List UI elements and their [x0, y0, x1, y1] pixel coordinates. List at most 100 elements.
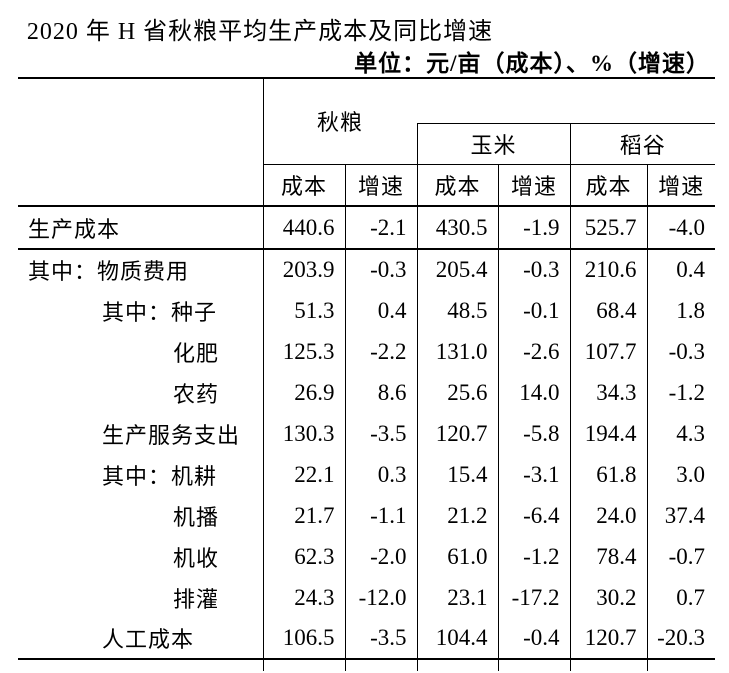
cell-value: -0.3: [646, 331, 716, 372]
cell-value: 62.3: [262, 536, 345, 577]
cell-value: -0.1: [497, 290, 571, 331]
table-row: 机播 21.7 -1.1 21.2 -6.4 24.0 37.4: [18, 495, 716, 536]
cell-value: 107.7: [569, 331, 648, 372]
table-row: 其中：机耕 22.1 0.3 15.4 -3.1 61.8 3.0: [18, 454, 716, 495]
table-title: 2020 年 H 省秋粮平均生产成本及同比增速: [26, 19, 494, 45]
gridline-extension: [416, 659, 499, 671]
cell-value: 23.1: [416, 577, 499, 618]
cell-value: 106.5: [262, 618, 345, 660]
header-rice-cost: 成本: [569, 164, 648, 207]
header-autumn-cost: 成本: [262, 164, 345, 207]
header-rice-growth: 增速: [646, 164, 716, 207]
cell-value: 130.3: [262, 413, 345, 454]
row-label: 其中：种子: [102, 299, 218, 325]
table-row: 农药 26.9 8.6 25.6 14.0 34.3 -1.2: [18, 372, 716, 413]
cell-value: 26.9: [262, 372, 345, 413]
header-row-crops: 玉米 稻谷: [18, 123, 716, 165]
cell-value: -2.2: [344, 331, 418, 372]
cell-value: 24.3: [262, 577, 345, 618]
cell-value: 14.0: [497, 372, 571, 413]
unit-note: 单位：元/亩（成本）、%（增速）: [354, 51, 710, 76]
header-corn: 玉米: [416, 123, 571, 165]
table-row: 其中：物质费用 203.9 -0.3 205.4 -0.3 210.6 0.4: [18, 249, 716, 290]
cell-value: 51.3: [262, 290, 345, 331]
cell-value: -2.1: [344, 206, 418, 250]
cell-value: -12.0: [344, 577, 418, 618]
cell-value: -2.6: [497, 331, 571, 372]
cell-value: 120.7: [416, 413, 499, 454]
cell-value: 0.4: [646, 249, 716, 290]
cell-value: 3.0: [646, 454, 716, 495]
cell-value: 0.7: [646, 577, 716, 618]
header-blank: [417, 77, 716, 124]
cell-value: -1.2: [646, 372, 716, 413]
table-row: 生产成本 440.6 -2.1 430.5 -1.9 525.7 -4.0: [18, 206, 716, 250]
row-label: 其中：机耕: [102, 463, 218, 489]
gridline-extension: [646, 659, 716, 671]
header-corn-cost: 成本: [416, 164, 499, 207]
cell-value: 125.3: [262, 331, 345, 372]
cost-table: 秋粮 玉米 稻谷 成本 增速 成本 增速 成本 增速 生产成本 440.6 -2…: [18, 77, 716, 671]
row-label: 农药: [173, 381, 220, 407]
cell-value: 205.4: [416, 249, 499, 290]
gridline-extension: [262, 659, 345, 671]
cell-value: 48.5: [416, 290, 499, 331]
cell-value: -1.1: [344, 495, 418, 536]
gridline-extension: [497, 659, 571, 671]
header-stub: [18, 77, 263, 207]
cell-value: 210.6: [569, 249, 648, 290]
cell-value: -4.0: [646, 206, 716, 250]
gridline-extension: [569, 659, 648, 671]
cell-value: 68.4: [569, 290, 648, 331]
cell-value: -3.5: [344, 413, 418, 454]
cell-value: -1.2: [497, 536, 571, 577]
cell-value: 30.2: [569, 577, 648, 618]
table-row: 机收 62.3 -2.0 61.0 -1.2 78.4 -0.7: [18, 536, 716, 577]
cell-value: 61.0: [416, 536, 499, 577]
row-label: 其中：物质费用: [28, 259, 190, 284]
cell-value: 21.2: [416, 495, 499, 536]
header-rice: 稻谷: [569, 123, 716, 165]
row-label: 生产服务支出: [102, 422, 241, 448]
row-label: 机播: [173, 504, 220, 530]
cell-value: 525.7: [569, 206, 648, 250]
table-row-cropped: [18, 659, 716, 671]
header-corn-growth: 增速: [497, 164, 571, 207]
cell-value: 203.9: [262, 249, 345, 290]
cell-value: 4.3: [646, 413, 716, 454]
row-label: 机收: [173, 545, 220, 571]
row-label: 化肥: [173, 340, 220, 366]
table-row: 其中：种子 51.3 0.4 48.5 -0.1 68.4 1.8: [18, 290, 716, 331]
header-row-measures: 成本 增速 成本 增速 成本 增速: [18, 164, 716, 207]
cell-value: 61.8: [569, 454, 648, 495]
cell-value: 37.4: [646, 495, 716, 536]
cell-value: 34.3: [569, 372, 648, 413]
cell-value: 0.4: [344, 290, 418, 331]
cell-value: -0.3: [344, 249, 418, 290]
table-row: 化肥 125.3 -2.2 131.0 -2.6 107.7 -0.3: [18, 331, 716, 372]
cell-value: 22.1: [262, 454, 345, 495]
cell-value: 1.8: [646, 290, 716, 331]
header-row-top: 秋粮: [18, 77, 716, 207]
cell-value: 430.5: [416, 206, 499, 250]
cell-value: -3.1: [497, 454, 571, 495]
cell-value: 120.7: [569, 618, 648, 660]
cell-value: 15.4: [416, 454, 499, 495]
cell-value: 194.4: [569, 413, 648, 454]
row-label: 人工成本: [18, 618, 263, 660]
cell-value: 104.4: [416, 618, 499, 660]
cell-value: 131.0: [416, 331, 499, 372]
table-row: 人工成本 106.5 -3.5 104.4 -0.4 120.7 -20.3: [18, 618, 716, 660]
cell-value: 440.6: [262, 206, 345, 250]
cell-value: 0.3: [344, 454, 418, 495]
cell-value: -20.3: [646, 618, 716, 660]
cell-value: 25.6: [416, 372, 499, 413]
cell-value: -2.0: [344, 536, 418, 577]
header-autumn-growth: 增速: [344, 164, 418, 207]
cell-value: 21.7: [262, 495, 345, 536]
table-row: 排灌 24.3 -12.0 23.1 -17.2 30.2 0.7: [18, 577, 716, 618]
header-autumn-grain: 秋粮: [262, 77, 418, 165]
cell-value: -17.2: [497, 577, 571, 618]
cell-value: -6.4: [497, 495, 571, 536]
